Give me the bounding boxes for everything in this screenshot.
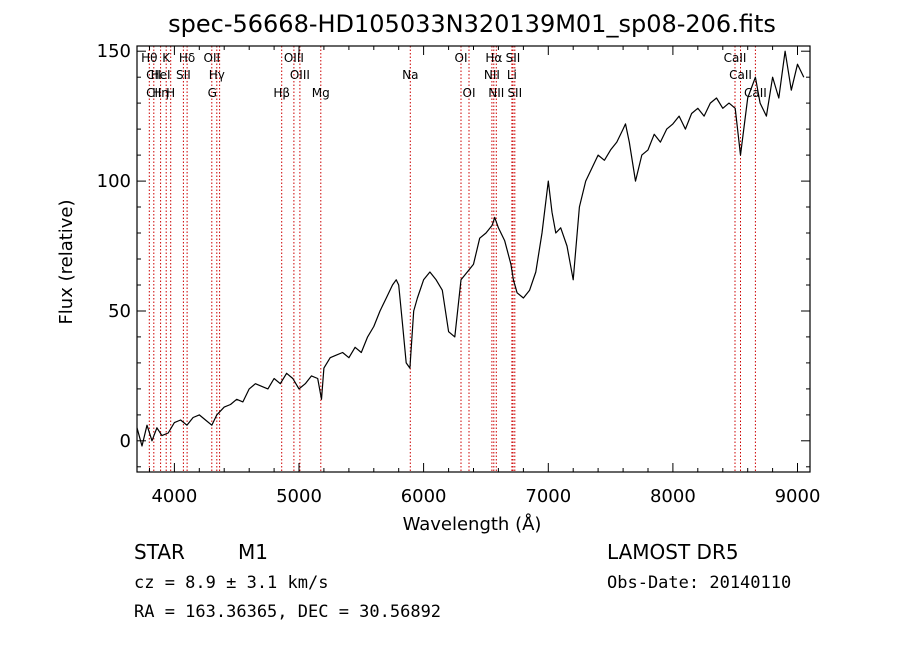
line-label: G (208, 86, 217, 100)
y-tick-label: 0 (120, 431, 131, 452)
y-tick-label: 150 (97, 41, 131, 62)
line-label: Hη (152, 86, 169, 100)
line-label: Na (402, 68, 418, 82)
plot-frame (136, 45, 811, 473)
line-label: Hθ (141, 51, 157, 65)
y-tick-label: 50 (108, 301, 131, 322)
x-tick-label: 8000 (650, 486, 696, 507)
object-subclass: M1 (238, 540, 268, 564)
line-label: Hγ (209, 68, 225, 82)
chart-title: spec-56668-HD105033N320139M01_sp08-206.f… (168, 10, 776, 38)
line-label: OI (463, 86, 476, 100)
x-tick-label: 4000 (151, 486, 197, 507)
line-label: Hβ (273, 86, 290, 100)
line-label: NII (488, 86, 504, 100)
x-tick-label: 7000 (525, 486, 571, 507)
obs-date: Obs-Date: 20140110 (607, 573, 792, 593)
line-label: Hδ (179, 51, 195, 65)
line-label: CaII (744, 86, 767, 100)
line-label: K (162, 51, 171, 65)
object-type: STAR (134, 540, 185, 564)
line-label: CaII (724, 51, 747, 65)
line-label: CII (146, 86, 161, 100)
line-label: SII (506, 51, 521, 65)
line-label: SII (507, 86, 522, 100)
line-label: SII (176, 68, 191, 82)
line-label: NII (484, 68, 500, 82)
x-axis-label: Wavelength (Å) (403, 513, 542, 535)
y-tick-label: 100 (97, 171, 131, 192)
x-axis: 4000 5000 6000 7000 8000 9000 (149, 46, 821, 507)
line-label: Mg (312, 86, 330, 100)
y-axis: 0 50 100 150 (97, 41, 810, 468)
line-label: OI (455, 51, 468, 65)
line-label: OII (204, 51, 221, 65)
line-label: Hα (485, 51, 502, 65)
line-label: H (166, 86, 175, 100)
line-marks (148, 46, 756, 472)
line-label: CII (146, 68, 161, 82)
line-label: HeI (151, 68, 171, 82)
y-axis-label: Flux (relative) (56, 199, 77, 324)
spectrum-line (136, 50, 805, 447)
survey-name: LAMOST DR5 (607, 540, 739, 564)
x-tick-label: 6000 (401, 486, 447, 507)
ra-dec: RA = 163.36365, DEC = 30.56892 (134, 602, 442, 622)
x-tick-label: 5000 (276, 486, 322, 507)
redshift-cz: cz = 8.9 ± 3.1 km/s (134, 573, 329, 593)
spectrum-chart: spec-56668-HD105033N320139M01_sp08-206.f… (56, 10, 821, 535)
line-label: Li (507, 68, 517, 82)
x-tick-label: 9000 (775, 486, 821, 507)
line-label: OIII (284, 51, 304, 65)
line-label: OIII (290, 68, 310, 82)
line-label: CaII (729, 68, 752, 82)
